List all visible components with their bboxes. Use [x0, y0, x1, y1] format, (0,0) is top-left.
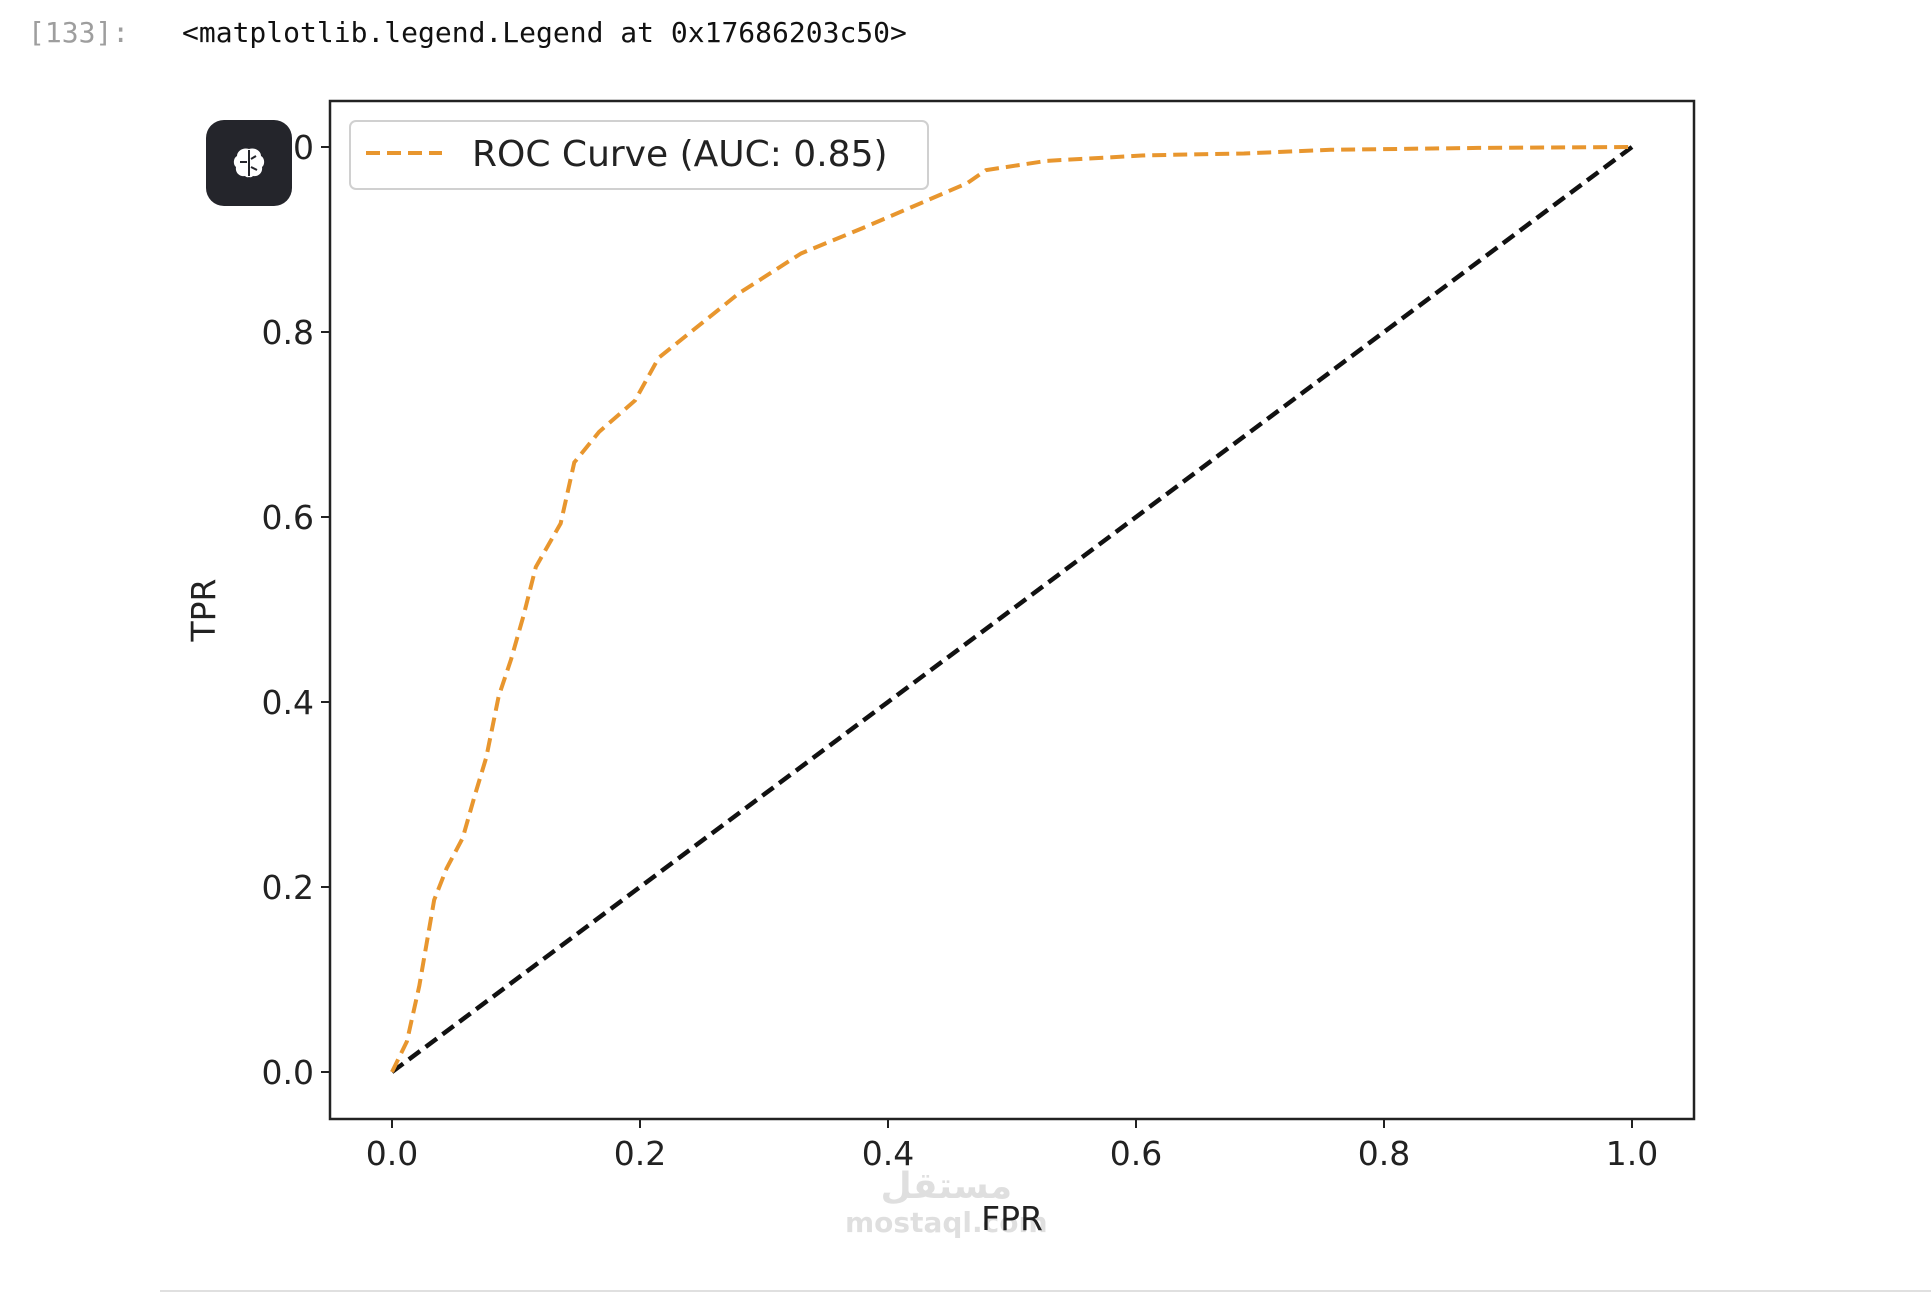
y-tick-label: 0.0: [262, 1053, 314, 1092]
cell-prompt: [133]:: [28, 16, 130, 49]
x-tick-label: 0.4: [862, 1134, 914, 1173]
x-tick-label: 1.0: [1606, 1134, 1658, 1173]
roc-curve-line: [390, 145, 1633, 1073]
chance-diagonal-line: [390, 145, 1634, 1074]
x-axis-label: FPR: [981, 1199, 1043, 1238]
y-tick-label: 0.4: [262, 683, 314, 722]
legend-box: [349, 120, 929, 190]
y-tick-label: 0.8: [262, 313, 314, 352]
x-tick-label: 0.2: [614, 1134, 666, 1173]
x-tick-label: 0.8: [1358, 1134, 1410, 1173]
y-axis-label: TPR: [184, 579, 223, 643]
legend-label: ROC Curve (AUC: 0.85): [472, 134, 888, 175]
cell-divider: [160, 1290, 1931, 1292]
watermark-logo: مستقل mostaql.com: [845, 1166, 1048, 1240]
y-tick-label: 0.6: [262, 498, 314, 537]
axes-frame: [328, 99, 1696, 1121]
y-tick-label: 0.2: [262, 868, 314, 907]
x-tick-label: 0.6: [1110, 1134, 1162, 1173]
brain-icon: [233, 148, 265, 178]
x-tick-label: 0.0: [366, 1134, 418, 1173]
brain-badge-button[interactable]: [206, 120, 292, 206]
cell-output-text: <matplotlib.legend.Legend at 0x17686203c…: [182, 16, 907, 49]
